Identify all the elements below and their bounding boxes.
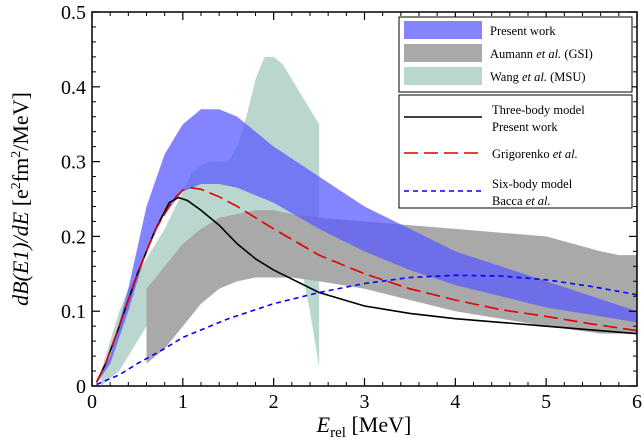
ticks-layer: 0 1 2 3 4 5 6 0 0.1 0.2 0.3 0.4 0.5: [61, 2, 642, 413]
y-tick-label: 0.4: [61, 77, 86, 99]
x-tick-label: 5: [541, 391, 551, 413]
legend-label: Present work: [492, 120, 558, 134]
y-tick-label: 0: [76, 376, 86, 398]
x-tick-label: 1: [178, 391, 188, 413]
x-axis-label: Erel [MeV]: [316, 412, 412, 441]
series-line-1: [95, 186, 637, 383]
x-tick-label: 0: [87, 391, 97, 413]
legend-label: Wang et al. (MSU): [490, 70, 586, 84]
y-tick-label: 0.5: [61, 2, 86, 24]
x-tick-label: 6: [632, 391, 642, 413]
legend-label: Grigorenko et al.: [492, 147, 578, 161]
x-tick-label: 3: [360, 391, 370, 413]
y-tick-label: 0.1: [61, 301, 86, 323]
x-tick-label: 2: [269, 391, 279, 413]
y-tick-label: 0.2: [61, 226, 86, 248]
x-tick-label: 4: [450, 391, 460, 413]
lines-layer: [95, 186, 637, 386]
legend-box-lines: [398, 94, 633, 209]
band-1: [146, 210, 637, 364]
series-line-2: [96, 274, 637, 386]
y-axis-label: dB(E1)/dE [e2fm2/MeV]: [8, 92, 33, 306]
legend-label: Aumann et al. (GSI): [490, 47, 593, 61]
legend-label: Present work: [490, 24, 556, 38]
legend-label: Six-body model: [492, 177, 573, 191]
legend-label: Bacca et al.: [492, 194, 551, 208]
legend-swatch: [404, 21, 482, 39]
bands-layer: [96, 56, 637, 386]
legend: Present work Aumann et al. (GSI) Wang et a…: [398, 16, 633, 209]
legend-swatch: [404, 67, 482, 85]
y-tick-label: 0.3: [61, 152, 86, 174]
legend-label: Three-body model: [492, 103, 585, 117]
legend-swatch: [404, 44, 482, 62]
band-2: [96, 109, 637, 384]
